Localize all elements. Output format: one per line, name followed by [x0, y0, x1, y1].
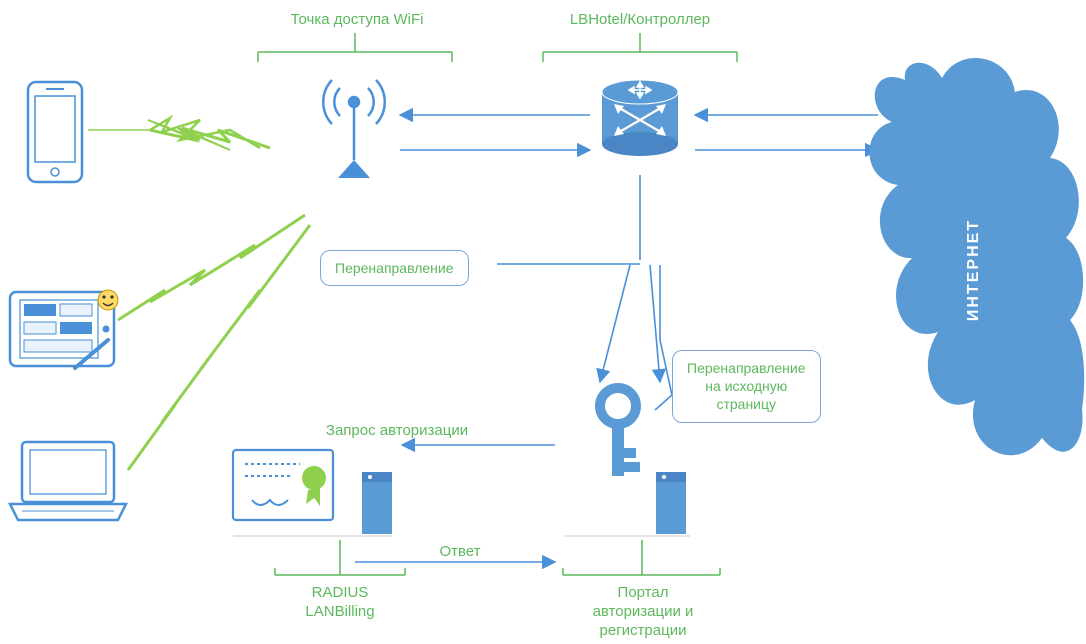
wifi-ap-icon: [323, 80, 385, 178]
radius-label: RADIUS LANBilling: [275, 584, 405, 622]
auth-request-label: Запрос авторизации: [297, 422, 497, 441]
phone-icon: [28, 82, 82, 182]
router-cloud-arrows: [695, 115, 878, 150]
wifi-ap-label: Точка доступа WiFi: [257, 11, 457, 30]
internet-label: ИНТЕРНЕТ: [965, 219, 982, 321]
portal-label: Портал авторизации и регистрации: [563, 584, 723, 640]
laptop-icon: [10, 442, 126, 520]
router-redirect-arrows: [497, 175, 672, 410]
radius-server-icon: [233, 450, 392, 536]
title-connectors: [258, 33, 737, 62]
wireless-links: [88, 118, 310, 470]
redirect-callout: Перенаправление: [320, 250, 469, 286]
answer-label: Ответ: [420, 543, 500, 562]
diagram-canvas: ИНТЕРНЕТ: [0, 0, 1086, 644]
redirect-back-callout: Перенаправление на исходную страницу: [672, 350, 821, 423]
router-icon: [602, 80, 678, 156]
ap-router-arrows: [400, 115, 590, 150]
tablet-icon: [10, 290, 118, 368]
lbhotel-label: LBHotel/Контроллер: [530, 11, 750, 30]
cloud-icon: ИНТЕРНЕТ: [869, 58, 1084, 455]
